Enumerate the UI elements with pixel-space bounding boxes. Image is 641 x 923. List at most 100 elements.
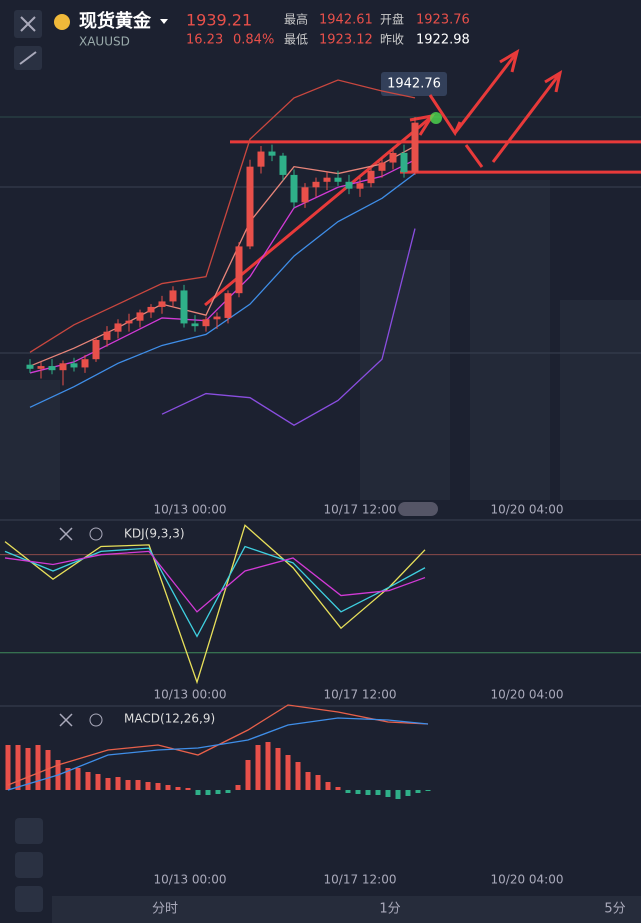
tab[interactable]: 分时 [152,902,178,917]
macd-bar [295,762,301,790]
candle-body [26,364,34,369]
macd-bar [305,772,311,790]
candle-body [268,151,276,156]
candle-body [224,293,232,318]
indicator-line [7,704,429,786]
candle-body [59,363,67,371]
macd-bar [105,778,111,790]
macd-bar [95,774,101,790]
tab[interactable]: 1分 [379,902,400,917]
candle-body [48,366,56,371]
symbol: XAUUSD [79,35,130,49]
macd-bar [315,775,321,790]
macd-bar [195,790,201,795]
candle-body [312,181,320,188]
tab-bar [52,896,641,923]
candle-body [70,363,78,368]
indicator-line [29,79,416,353]
macd-bar [45,750,51,790]
asset-name[interactable]: 现货黄金 [79,10,152,32]
settings-icon[interactable] [89,713,103,727]
x-tick-label: 10/20 04:00 [491,873,564,887]
macd-bar [255,745,261,790]
indicator-label: MACD(12,26,9) [124,712,215,726]
max-tag [381,72,447,96]
macd-bar [205,790,211,795]
close-icon[interactable] [59,527,73,541]
macd-bar [65,768,71,790]
macd-bar [345,790,351,793]
stat-label: 开盘 [380,12,404,27]
backdrop [0,180,641,500]
x-tick-label: 10/13 00:00 [154,873,227,887]
candle-body [246,166,254,247]
indicator-line [4,524,426,685]
pager[interactable] [398,502,438,516]
settings-icon[interactable] [89,527,103,541]
tool-button[interactable] [15,818,43,844]
candle-body [323,177,331,182]
candle-body [81,359,89,368]
close-icon [20,16,36,32]
macd-bar [335,787,341,790]
candle-body [191,323,199,327]
x-tick-label: 10/17 12:00 [324,688,397,702]
stat-label: 最高 [284,12,308,27]
candle-body [180,290,188,324]
macd-bar [275,748,281,790]
macd-bar [395,790,401,799]
macd-bar [125,780,131,790]
stat-value: 1923.12 [319,33,373,48]
candle-body [389,152,397,163]
candle-body [367,170,375,184]
change: 16.23 [186,33,223,48]
macd-bar [75,768,81,790]
macd-bar [385,790,391,797]
macd-bar [135,780,141,790]
close-icon[interactable] [59,713,73,727]
candle-body [301,187,309,203]
stat-value: 1922.98 [416,33,470,48]
cursor-dot [430,112,442,124]
macd-bar [5,745,11,790]
macd-bar [185,788,191,790]
candle-body [334,177,342,182]
macd-bar [15,745,21,790]
stat-label: 昨收 [380,33,404,47]
macd-bar [35,745,41,790]
macd-bar [145,782,151,790]
candle-body [147,306,155,313]
macd-bar [355,790,361,794]
candle-body [290,174,298,203]
macd-bar [285,755,291,790]
dropdown-icon[interactable] [160,19,168,24]
candle-body [235,246,243,294]
candle-body [202,319,210,327]
macd-bar [115,777,121,790]
macd-bar [365,790,371,795]
candle-body [213,316,221,320]
macd-bar [155,783,161,790]
x-tick-label: 10/13 00:00 [154,503,227,517]
tab[interactable]: 5分 [604,902,625,917]
macd-bar [215,790,221,794]
stat-label: 最低 [284,33,308,47]
x-tick-label: 10/17 12:00 [324,503,397,517]
candle-body [411,122,419,173]
x-tick-label: 10/20 04:00 [491,688,564,702]
macd-bar [425,790,431,791]
price: 1939.21 [186,11,252,30]
shrink-icon [19,51,37,65]
macd-bar [175,787,181,790]
indicator-line [161,228,416,426]
candle-body [125,320,133,324]
candle-body [356,183,364,189]
tool-button[interactable] [15,852,43,878]
gold-icon [54,14,70,30]
macd-bar [415,790,421,793]
x-tick-label: 10/13 00:00 [154,688,227,702]
indicator-label: KDJ(9,3,3) [124,527,185,541]
macd-bar [245,760,251,790]
tool-button[interactable] [15,886,43,912]
